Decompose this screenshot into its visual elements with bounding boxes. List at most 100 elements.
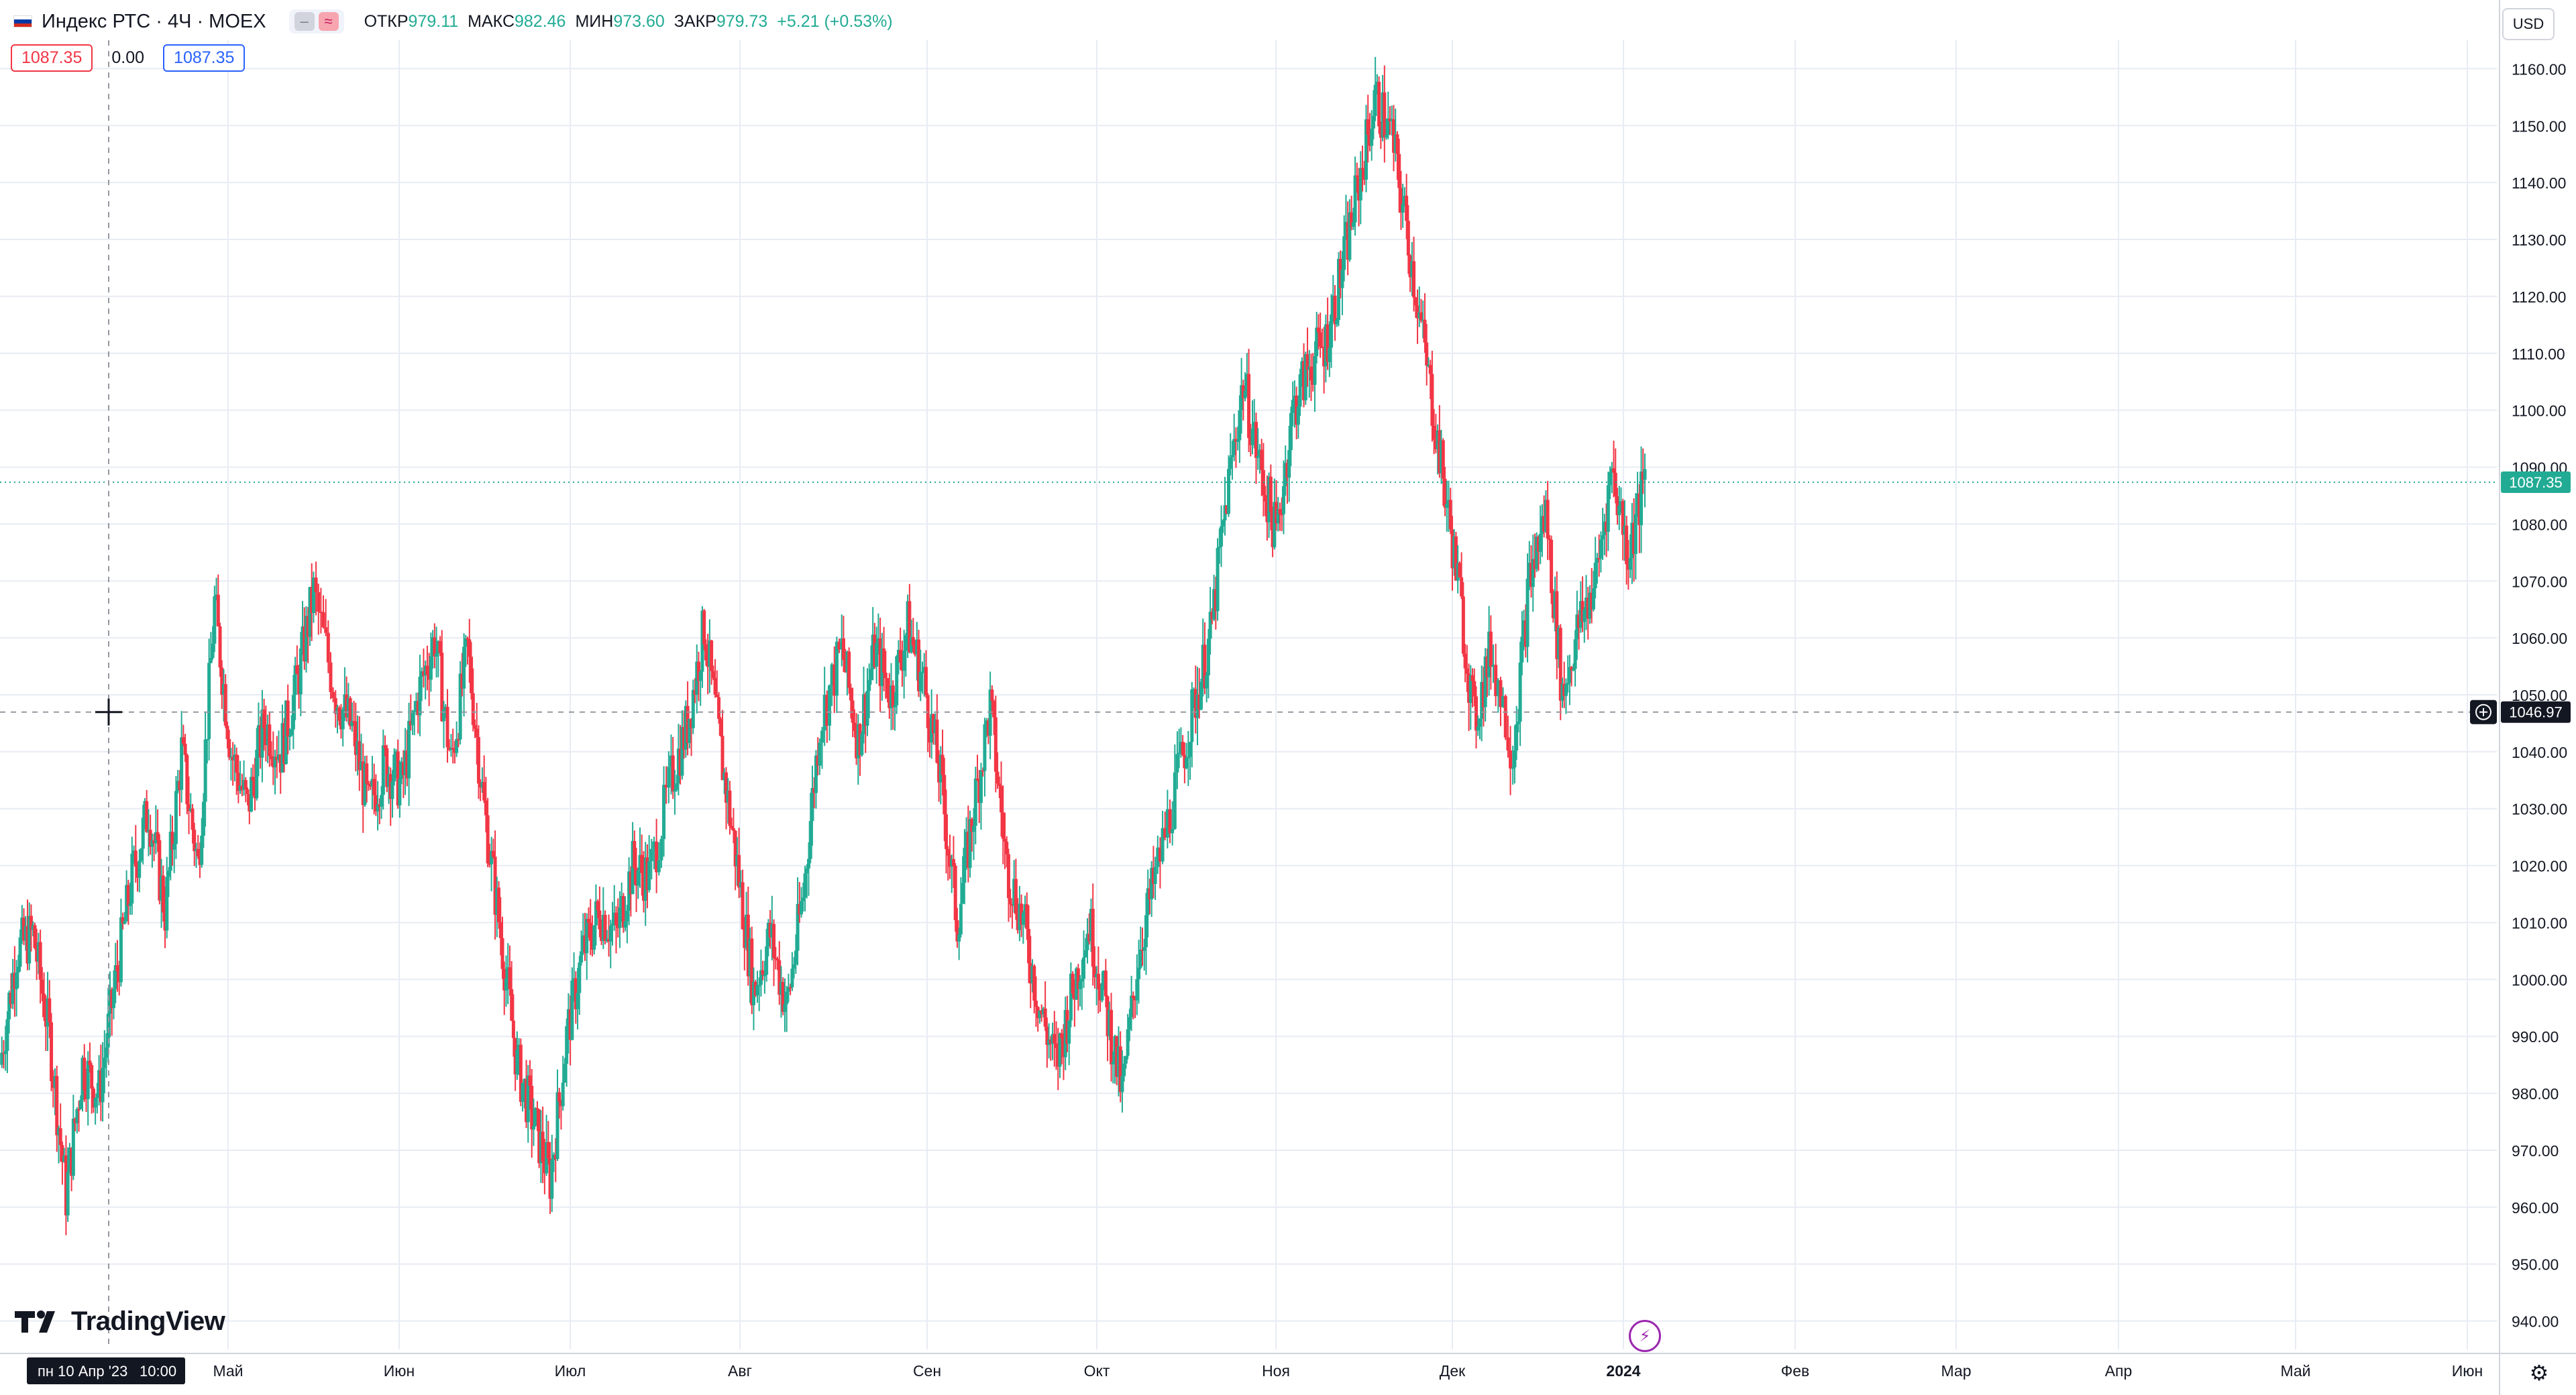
sell-button[interactable]: 1087.35	[11, 44, 93, 72]
candle-body	[305, 616, 309, 662]
candle-body	[73, 1119, 77, 1123]
time-tick-label: Май	[213, 1362, 243, 1380]
candle-body	[904, 635, 908, 651]
crosshair-time-label: 10:00	[140, 1363, 176, 1380]
candle-body	[910, 636, 914, 653]
candle-body	[911, 636, 915, 646]
candle-body	[1456, 563, 1460, 581]
candle-body	[1322, 347, 1326, 367]
candle-body	[1342, 236, 1346, 270]
candle-body	[636, 870, 640, 886]
candle-body	[1309, 366, 1313, 381]
indicator-toggle[interactable]: ‒ ≈	[288, 9, 344, 34]
candle-body	[97, 1070, 101, 1094]
candle-body	[1186, 757, 1190, 759]
candle-body	[1183, 755, 1187, 769]
candle-body	[598, 910, 602, 930]
candle-body	[387, 774, 391, 787]
candle-body	[185, 755, 189, 805]
candle-body	[1320, 347, 1324, 349]
candle-body	[1542, 516, 1546, 532]
high-value: 982.46	[515, 11, 566, 31]
hide-icon[interactable]: ‒	[294, 12, 315, 31]
candle-body	[480, 782, 484, 788]
candle-body	[1417, 312, 1421, 319]
candle-body	[596, 901, 600, 911]
candle-body	[583, 935, 587, 954]
candle-body	[244, 780, 248, 789]
candle-body	[83, 1058, 87, 1091]
candle-body	[816, 755, 820, 766]
price-tick-label: 1080.00	[2512, 516, 2567, 533]
candle-body	[698, 671, 702, 681]
candle-body	[476, 736, 480, 784]
candle-body	[253, 780, 257, 799]
candle-body	[62, 1155, 66, 1162]
tradingview-logo[interactable]: TradingView	[15, 1306, 225, 1337]
candle-body	[700, 610, 704, 672]
candle-body	[775, 959, 780, 961]
candle-body	[236, 773, 240, 791]
candle-body	[621, 896, 625, 928]
candle-body	[1278, 509, 1282, 514]
candle-body	[7, 992, 11, 1019]
candle-body	[176, 781, 180, 791]
candle-body	[631, 840, 635, 895]
candle-body	[31, 925, 35, 930]
candle-body	[207, 663, 211, 739]
candle-body	[1330, 314, 1334, 348]
plus-circle-icon[interactable]	[2470, 700, 2497, 724]
candle-body	[950, 858, 954, 867]
candle-body	[1350, 212, 1354, 227]
gear-icon[interactable]: ⚙	[2529, 1361, 2549, 1385]
candle-body	[917, 639, 921, 691]
candle-body	[965, 832, 969, 848]
candle-body	[40, 979, 44, 994]
candle-body	[576, 993, 580, 1009]
candle-body	[66, 1172, 70, 1216]
candle-body	[1338, 259, 1342, 288]
candle-body	[400, 762, 404, 779]
candle-body	[227, 739, 231, 758]
candle-body	[750, 938, 754, 1005]
plus-circle-icon-ring	[2475, 704, 2491, 720]
candle-body	[541, 1131, 545, 1162]
candle-body	[23, 926, 28, 941]
candle-body	[553, 1154, 557, 1160]
symbol-title[interactable]: Индекс РТС · 4Ч · MOEX	[42, 10, 266, 32]
candle-body	[1140, 949, 1144, 951]
candle-body	[113, 965, 117, 989]
time-tick-label: Июл	[555, 1362, 586, 1380]
flash-icon[interactable]: ⚡	[1629, 1320, 1661, 1352]
candle-body	[183, 743, 187, 755]
candle-body	[1300, 361, 1304, 375]
candle-body	[1360, 168, 1364, 170]
candle-body	[299, 648, 303, 695]
candle-body	[1038, 1010, 1042, 1019]
buy-button[interactable]: 1087.35	[163, 44, 246, 72]
candle-body	[1593, 562, 1597, 589]
candle-body	[498, 922, 502, 938]
tradingview-logo-icon	[15, 1310, 55, 1333]
candle-body	[1562, 683, 1566, 696]
candle-body	[1588, 592, 1592, 619]
candle-body	[1273, 502, 1277, 547]
candle-body	[1250, 429, 1254, 445]
candle-body	[1606, 485, 1610, 532]
candle-body	[1000, 785, 1004, 813]
candle-body	[337, 708, 341, 721]
candle-body	[1467, 673, 1471, 704]
candle-body	[1335, 320, 1339, 325]
candle-body	[1106, 996, 1110, 1037]
compare-icon[interactable]: ≈	[318, 12, 339, 31]
crosshair-date-label: пн 10 Апр '23	[38, 1363, 127, 1380]
candle-body	[735, 854, 739, 867]
time-axis: Май Июн Июл Авг Сен Окт Ноя Дек 2024 Фев Мар Апр Май…	[0, 1353, 2576, 1384]
currency-button[interactable]: USD	[2502, 8, 2555, 40]
candle-body	[303, 626, 307, 662]
candle-body	[1388, 118, 1392, 121]
candle-body	[1005, 842, 1009, 854]
candle-body	[71, 1119, 75, 1176]
candle-body	[751, 982, 755, 1005]
